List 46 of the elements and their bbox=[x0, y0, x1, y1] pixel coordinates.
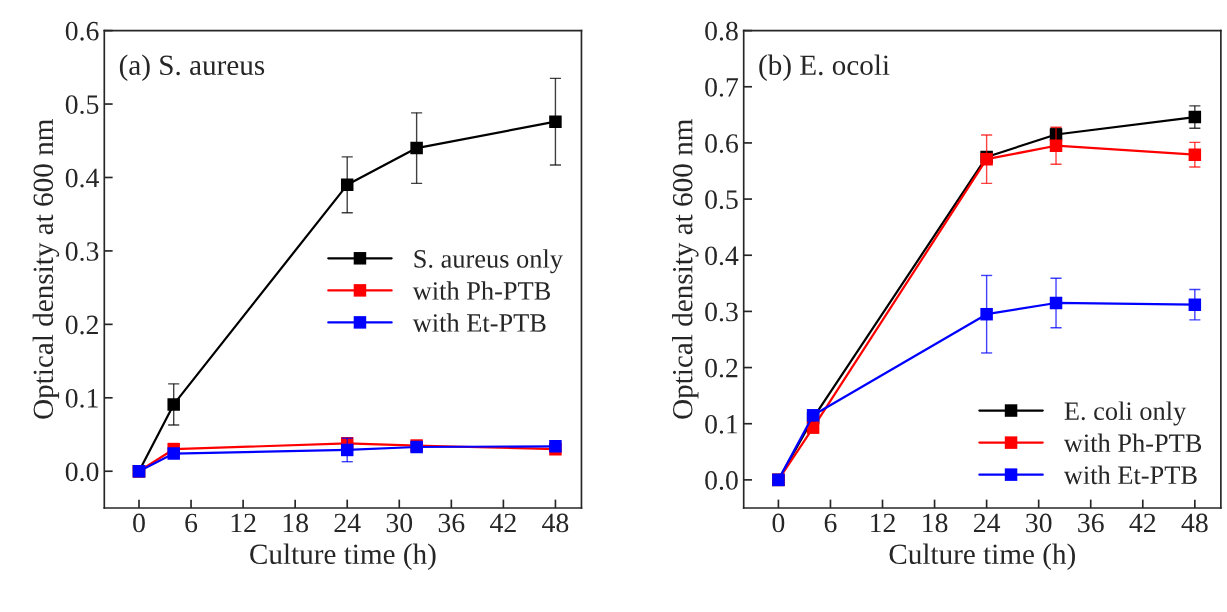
y-tick-label: 0.0 bbox=[705, 471, 738, 490]
y-tick-label: 0.3 bbox=[705, 302, 738, 322]
y-tick-label: 0.4 bbox=[705, 246, 739, 266]
y-tick-label: 0.5 bbox=[705, 190, 738, 210]
x-tick-label: 0 bbox=[133, 513, 145, 533]
y-tick-label: 0.5 bbox=[65, 95, 99, 115]
y-tick-label: 0.1 bbox=[705, 414, 738, 434]
x-tick-label: 0 bbox=[772, 513, 785, 533]
y-tick-label: 0.7 bbox=[705, 77, 739, 97]
y-axis-title: Optical density at 600 nm bbox=[672, 119, 699, 419]
y-tick-label: 0.3 bbox=[65, 242, 99, 261]
y-tick-label: 0.4 bbox=[65, 168, 99, 188]
x-tick-label: 36 bbox=[438, 513, 465, 533]
x-tick-label: 12 bbox=[231, 513, 256, 533]
y-tick-label: 0.6 bbox=[65, 21, 99, 41]
legend-label: with Ph-PTB bbox=[412, 281, 551, 300]
text: (a) S. aureus bbox=[119, 54, 265, 81]
x-tick-label: 18 bbox=[283, 513, 308, 533]
y-tick-label: 0.2 bbox=[65, 315, 98, 335]
x-tick-label: 12 bbox=[871, 513, 895, 533]
y-tick-label: 0.1 bbox=[65, 388, 98, 408]
x-axis-title: Culture time (h) bbox=[250, 543, 436, 571]
y-tick-label: 0.0 bbox=[65, 462, 99, 482]
y-tick-label: 0.6 bbox=[705, 134, 739, 153]
x-tick-label: 18 bbox=[923, 513, 948, 533]
text: (b) E. ocoli bbox=[759, 54, 890, 81]
x-tick-label: 24 bbox=[334, 513, 361, 533]
legend-label: with Et-PTB bbox=[1063, 465, 1197, 485]
x-tick-label: 42 bbox=[490, 513, 516, 533]
x-tick-label: 48 bbox=[542, 513, 569, 533]
x-tick-label: 30 bbox=[386, 513, 413, 533]
x-tick-label: 48 bbox=[1181, 513, 1208, 533]
y-tick-label: 0.2 bbox=[705, 358, 738, 378]
legend-label: with Et-PTB bbox=[412, 313, 546, 332]
x-tick-label: 42 bbox=[1129, 513, 1156, 533]
x-axis-title: Culture time (h) bbox=[889, 543, 1075, 571]
y-axis-title: Optical density at 600 nm bbox=[32, 119, 60, 419]
legend-label: E. coli only bbox=[1064, 401, 1187, 426]
x-tick-label: 6 bbox=[824, 513, 837, 533]
x-tick-label: 6 bbox=[185, 513, 198, 533]
x-tick-label: 24 bbox=[973, 513, 1001, 533]
legend-label: S. aureus only bbox=[414, 249, 563, 274]
x-tick-label: 36 bbox=[1078, 513, 1104, 533]
y-tick-label: 0.8 bbox=[705, 21, 738, 41]
legend-label: with Ph-PTB bbox=[1063, 433, 1202, 453]
x-tick-label: 30 bbox=[1026, 513, 1052, 533]
